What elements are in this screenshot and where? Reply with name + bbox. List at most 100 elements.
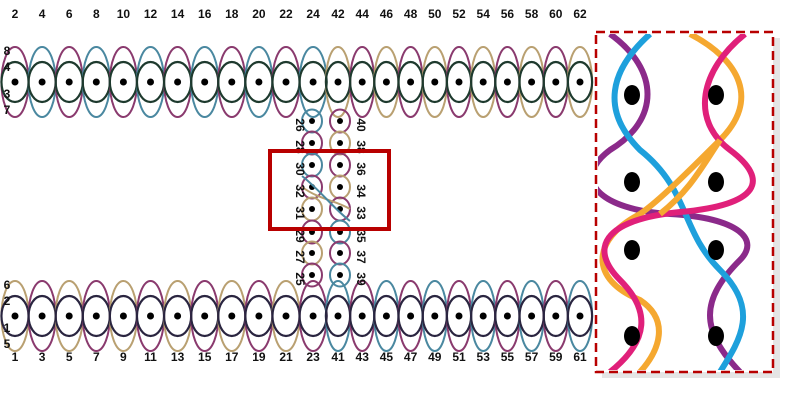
tablet-hole [38,312,46,320]
tablet-hole [282,78,290,86]
tablet-number: 56 [501,7,515,21]
tablet-hole [11,78,19,86]
tablet-hole [92,78,100,86]
tablet-number: 16 [198,7,212,21]
tablet-hole [382,78,390,86]
tablet-number: 30 [293,162,307,176]
tablet-number: 15 [198,350,212,364]
crossing-strand [301,175,351,222]
column-strand [301,219,323,245]
labels: 2 4 6 8 10 12 14 16 18 20 22 24 42 44 46 48 50 52 54 56 58 60… [4,7,587,364]
tablet-hole [201,312,209,320]
tablet-number: 13 [171,350,185,364]
tablet-number: 11 [144,350,157,364]
tablet-hole [337,118,343,124]
tablet-number: 59 [549,350,563,364]
tablet-hole [624,326,640,346]
tablet-hole [528,78,536,86]
tablet-number: 24 [306,7,320,21]
tablet-number: 47 [404,350,418,364]
hole-label: 2 [4,294,11,308]
tablet-number: 21 [279,350,293,364]
tablet-hole [65,78,73,86]
tablet-number: 43 [356,350,370,364]
tablet-number: 9 [120,350,127,364]
tablet-number: 19 [252,350,266,364]
tablet-hole [65,312,73,320]
tablet-hole [147,312,154,320]
column-strand [329,219,351,245]
tablet-number: 61 [573,350,587,364]
tablet-hole [624,85,640,105]
tablet-hole [624,240,640,260]
inner-strand [566,60,594,104]
tablet-number: 14 [171,7,185,21]
tablet-hole [201,78,209,86]
tablet-number: 33 [354,206,368,220]
tablet-number: 50 [428,7,442,21]
tablet-number: 46 [380,7,394,21]
tablet-hole [479,78,487,86]
tablet-hole [431,312,439,320]
hole-label: 4 [4,60,11,74]
tablet-number: 27 [293,250,307,264]
column-strand [329,262,351,288]
tablet-hole [479,312,487,320]
tablet-hole [503,312,511,320]
tablet-hole [309,250,315,256]
inner-strand [566,294,594,338]
tablet-number: 57 [525,350,539,364]
tablet-hole [334,78,342,86]
hole-label: 7 [4,103,11,117]
tablet-number: 7 [93,350,100,364]
tablet-number: 60 [549,7,563,21]
hole-label: 5 [4,337,11,351]
hole-label: 1 [4,321,11,335]
tablet-hole [255,312,263,320]
tablet-hole [228,78,236,86]
tablet-number: 53 [477,350,491,364]
tablet-hole [708,326,724,346]
tablet-hole [282,312,290,320]
tablet-number: 1 [12,350,19,364]
tablet-hole [334,312,342,320]
tablet-hole [309,118,315,124]
hole-label: 3 [4,87,11,101]
tablet-hole [624,172,640,192]
tablet-number: 5 [66,350,73,364]
tablet-hole [407,312,415,320]
tablet-number: 8 [93,7,100,21]
tablet-number: 20 [252,7,266,21]
tablet-hole [174,78,182,86]
tablet-number: 29 [293,229,307,243]
tablet-hole [708,240,724,260]
tablet-hole [147,78,154,86]
highlight-box [268,149,391,231]
tablet-number: 52 [452,7,466,21]
tablet-hole [309,140,315,146]
tablet-hole [337,184,343,190]
tablet-hole [407,78,415,86]
tablet-number: 39 [354,272,368,286]
tablet-number: 10 [117,7,131,21]
top-row [0,46,594,118]
tablet-hole [228,312,236,320]
tablet-number: 55 [501,350,515,364]
tablet-number: 22 [279,7,293,21]
tablet-number: 62 [573,7,587,21]
tablet-hole [92,312,100,320]
tablet-number: 25 [293,272,307,286]
tablet-hole [708,172,724,192]
tablet-number: 49 [428,350,442,364]
tablet-number: 54 [477,7,491,21]
pink-strand [601,34,756,370]
tablet-number: 58 [525,7,539,21]
tablet-hole [503,78,511,86]
tablet-number: 12 [144,7,158,21]
tablet-hole [431,78,439,86]
orange-strand [599,34,745,370]
tablet-number: 3 [39,350,46,364]
tablet-number: 37 [354,250,368,264]
inset-frame [594,30,775,374]
